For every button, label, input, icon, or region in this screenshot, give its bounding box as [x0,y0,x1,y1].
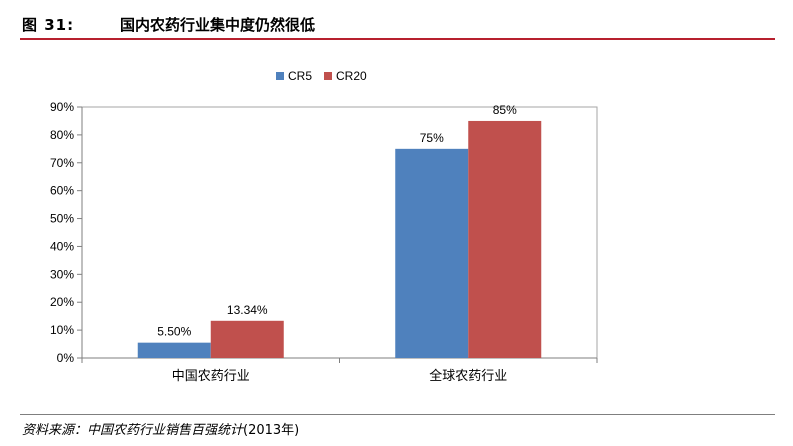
data-label: 13.34% [227,303,268,317]
bar-cr20 [468,120,542,358]
y-tick-label: 70% [50,156,74,170]
category-label: 全球农药行业 [429,368,507,384]
figure-header: 图 31: 国内农药行业集中度仍然很低 [20,10,775,40]
figure-label: 图 31: [22,16,75,34]
bar-cr20 [210,320,284,358]
bar-cr5 [137,342,211,358]
y-tick-label: 40% [50,239,74,253]
y-tick-label: 60% [50,184,74,198]
y-tick-label: 90% [50,100,74,114]
figure-title: 国内农药行业集中度仍然很低 [120,16,316,34]
legend-label: CR5 [288,69,312,83]
legend-swatch-cr5 [276,72,284,80]
source-year: (2013年) [243,423,300,438]
y-tick-label: 50% [50,212,74,226]
y-tick-label: 0% [57,351,75,365]
y-tick-label: 10% [50,323,74,337]
y-tick-label: 30% [50,267,74,281]
data-label: 85% [493,103,517,117]
legend-swatch-cr20 [324,72,332,80]
source-text: 资料来源：中国农药行业销售百强统计 [22,423,244,438]
source-note: 资料来源：中国农药行业销售百强统计(2013年) [22,419,299,438]
category-label: 中国农药行业 [172,369,250,384]
data-label: 5.50% [157,325,191,339]
legend-label: CR20 [336,69,367,83]
bar-cr5 [395,148,469,358]
y-tick-label: 80% [50,128,74,142]
y-tick-label: 20% [50,295,74,309]
header-rule [20,38,775,40]
footer-rule [20,414,775,415]
data-label: 75% [420,131,444,145]
